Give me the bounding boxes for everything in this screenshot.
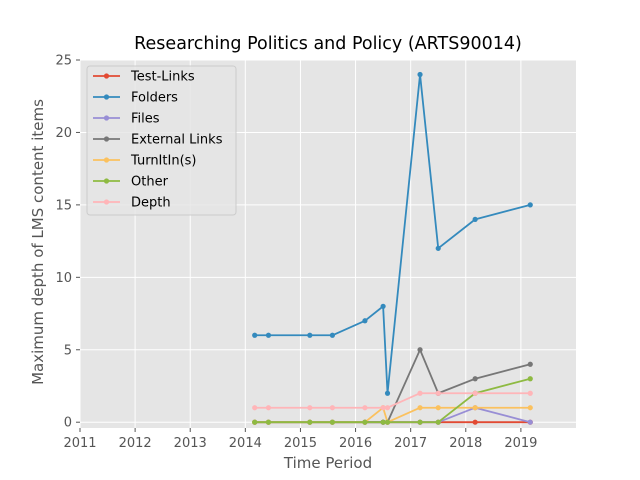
data-point-external-links bbox=[417, 347, 423, 353]
x-tick-label: 2015 bbox=[284, 436, 317, 451]
legend: Test-Links Folders Files External Links Turn… bbox=[86, 65, 237, 216]
x-tick-label: 2014 bbox=[229, 436, 262, 451]
data-point-folders bbox=[417, 71, 423, 78]
y-tick-label: 25 bbox=[55, 54, 72, 69]
legend-marker bbox=[103, 178, 110, 184]
legend-label: Files bbox=[131, 112, 160, 127]
data-point-folders bbox=[307, 332, 313, 338]
data-point-other bbox=[362, 419, 368, 425]
legend-item: External Links bbox=[93, 133, 223, 148]
y-tick-label: 0 bbox=[64, 416, 72, 431]
data-point-depth bbox=[307, 405, 313, 411]
legend-label: Folders bbox=[131, 91, 178, 106]
x-tick-label: 2013 bbox=[174, 436, 207, 451]
chart-title: Researching Politics and Policy (ARTS900… bbox=[134, 34, 522, 54]
data-point-external-links bbox=[527, 361, 533, 367]
legend-label: Test-Links bbox=[130, 70, 195, 85]
data-point-folders bbox=[380, 303, 386, 309]
data-point-turnitin-s bbox=[527, 405, 533, 411]
legend-marker bbox=[103, 136, 110, 142]
data-point-depth bbox=[380, 405, 386, 411]
data-point-other bbox=[329, 419, 336, 425]
legend-marker bbox=[103, 94, 110, 100]
x-tick-label: 2019 bbox=[504, 436, 537, 451]
data-point-other bbox=[265, 419, 272, 425]
data-point-folders bbox=[435, 245, 441, 251]
legend-item: Files bbox=[93, 112, 160, 127]
legend-box bbox=[86, 65, 237, 216]
y-tick-label: 10 bbox=[55, 271, 72, 286]
data-point-other bbox=[435, 419, 441, 425]
legend-item: Folders bbox=[93, 91, 178, 106]
series-layer bbox=[252, 71, 533, 425]
data-point-folders bbox=[252, 332, 258, 338]
data-point-folders bbox=[527, 202, 533, 208]
x-tick-label: 2012 bbox=[119, 436, 152, 451]
x-tick-label: 2011 bbox=[63, 436, 96, 451]
data-point-folders bbox=[265, 332, 272, 338]
data-point-depth bbox=[435, 390, 441, 396]
series-depth bbox=[252, 390, 533, 411]
data-point-external-links bbox=[472, 376, 478, 382]
data-point-depth bbox=[417, 390, 423, 396]
legend-item: Other bbox=[93, 175, 169, 190]
data-point-turnitin-s bbox=[435, 405, 441, 411]
legend-label: Depth bbox=[131, 196, 171, 211]
x-axis-label: Time Period bbox=[283, 454, 372, 472]
legend-label: TurnItIn(s) bbox=[130, 154, 196, 169]
data-point-folders bbox=[329, 332, 336, 338]
legend-marker bbox=[103, 157, 110, 163]
y-tick-label: 20 bbox=[55, 126, 72, 141]
data-point-turnitin-s bbox=[472, 405, 478, 411]
data-point-depth bbox=[329, 405, 336, 411]
data-point-folders bbox=[472, 216, 478, 222]
legend-item: TurnItIn(s) bbox=[93, 154, 196, 169]
data-point-depth bbox=[362, 405, 368, 411]
y-axis-label: Maximum depth of LMS content items bbox=[29, 99, 47, 385]
x-tick-label: 2018 bbox=[449, 436, 482, 451]
y-tick-label: 15 bbox=[55, 198, 72, 213]
data-point-other bbox=[252, 419, 258, 425]
legend-item: Test-Links bbox=[93, 70, 195, 85]
data-point-turnitin-s bbox=[417, 405, 423, 411]
y-tick-label: 5 bbox=[64, 343, 72, 358]
data-point-depth bbox=[252, 405, 258, 411]
data-point-depth bbox=[265, 405, 272, 411]
data-point-depth bbox=[472, 390, 478, 396]
x-tick-label: 2017 bbox=[394, 436, 427, 451]
data-point-other bbox=[417, 419, 423, 425]
legend-item: Depth bbox=[93, 196, 171, 211]
legend-marker bbox=[103, 199, 110, 205]
data-point-folders bbox=[384, 390, 391, 396]
data-point-test-links bbox=[472, 419, 478, 425]
data-point-other bbox=[384, 419, 391, 425]
legend-label: Other bbox=[131, 175, 169, 190]
axis-ticks: 2011 2012 2013 2014 2015 2016 2017 2018 20190510… bbox=[55, 54, 537, 452]
x-tick-label: 2016 bbox=[339, 436, 372, 451]
series-folders bbox=[252, 71, 533, 396]
data-point-other bbox=[380, 419, 386, 425]
data-point-other bbox=[307, 419, 313, 425]
legend-marker bbox=[103, 115, 110, 121]
data-point-other bbox=[527, 376, 533, 382]
data-point-folders bbox=[362, 318, 368, 324]
legend-label: External Links bbox=[131, 133, 223, 148]
data-point-depth bbox=[527, 390, 533, 396]
data-point-files bbox=[527, 419, 533, 425]
data-point-depth bbox=[384, 405, 391, 411]
legend-marker bbox=[103, 73, 110, 79]
